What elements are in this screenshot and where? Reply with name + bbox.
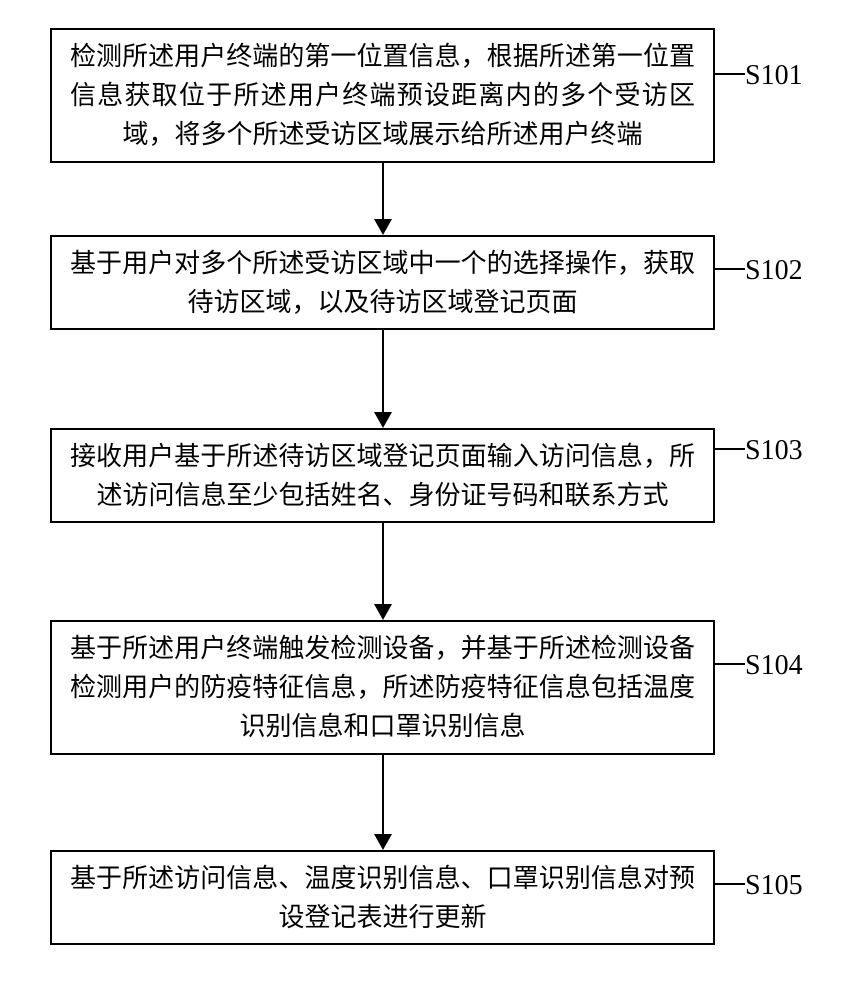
label-connector-3 [715,663,745,665]
flow-label-n5: S105 [745,870,803,902]
arrow-head-icon [374,219,392,235]
flow-node-text: 接收用户基于所述待访区域登记页面输入访问信息，所述访问信息至少包括姓名、身份证号… [70,437,695,515]
flow-label-n2: S102 [745,255,803,287]
flow-node-text: 检测所述用户终端的第一位置信息，根据所述第一位置信息获取位于所述用户终端预设距离… [70,37,695,154]
flow-node-n1: 检测所述用户终端的第一位置信息，根据所述第一位置信息获取位于所述用户终端预设距离… [50,28,715,163]
arrow-line-1 [382,330,384,412]
arrow-line-0 [382,163,384,219]
arrow-head-icon [374,834,392,850]
arrow-head-icon [374,412,392,428]
flow-node-text: 基于所述访问信息、温度识别信息、口罩识别信息对预设登记表进行更新 [70,859,695,937]
flow-node-n3: 接收用户基于所述待访区域登记页面输入访问信息，所述访问信息至少包括姓名、身份证号… [50,428,715,523]
flow-node-n2: 基于用户对多个所述受访区域中一个的选择操作，获取待访区域，以及待访区域登记页面 [50,235,715,330]
flow-label-n1: S101 [745,60,803,92]
label-connector-2 [715,448,745,450]
flow-node-n4: 基于所述用户终端触发检测设备，并基于所述检测设备检测用户的防疫特征信息，所述防疫… [50,620,715,755]
arrow-head-icon [374,604,392,620]
flow-node-text: 基于用户对多个所述受访区域中一个的选择操作，获取待访区域，以及待访区域登记页面 [70,244,695,322]
flowchart-canvas: 检测所述用户终端的第一位置信息，根据所述第一位置信息获取位于所述用户终端预设距离… [0,0,858,1000]
arrow-line-3 [382,755,384,834]
flow-node-n5: 基于所述访问信息、温度识别信息、口罩识别信息对预设登记表进行更新 [50,850,715,945]
label-connector-1 [715,268,745,270]
label-connector-4 [715,883,745,885]
flow-label-n3: S103 [745,435,803,467]
flow-node-text: 基于所述用户终端触发检测设备，并基于所述检测设备检测用户的防疫特征信息，所述防疫… [70,629,695,746]
flow-label-n4: S104 [745,650,803,682]
arrow-line-2 [382,523,384,604]
label-connector-0 [715,73,745,75]
